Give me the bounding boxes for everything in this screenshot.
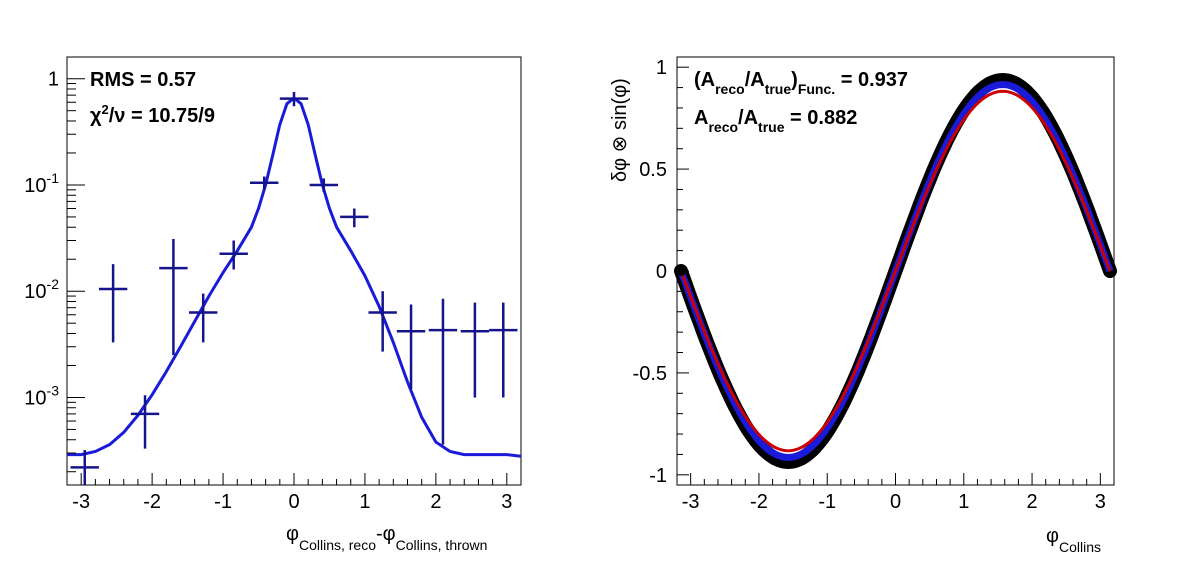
ann2-a: A [694, 107, 708, 129]
right-y-tick-label: 0.5 [639, 159, 667, 181]
left-data-point [70, 450, 99, 485]
left-y-tick-base: 10 [24, 281, 46, 303]
left-y-tick-exp: -3 [47, 382, 60, 398]
ann1-sub2: true [765, 81, 792, 97]
left-y-tick-label: 10-3 [24, 382, 59, 409]
left-data-point [340, 208, 369, 228]
ann1-open: (A [694, 69, 715, 91]
left-y-tick-base: 10 [24, 175, 46, 197]
right-x-axis-label: φCollins [1046, 525, 1101, 555]
left-y-tick-label: 10-1 [24, 170, 59, 197]
left-y-tick-exp: -1 [47, 170, 60, 186]
ann2-mid: /A [738, 107, 758, 129]
left-data-point [279, 91, 309, 107]
chi2-annotation: χ2/ν = 10.75/9 [90, 102, 215, 127]
right-x-tick-label: 3 [1095, 491, 1106, 513]
left-data-point [460, 302, 490, 398]
left-data-point [309, 178, 338, 192]
left-y-tick-exp: -2 [47, 276, 60, 292]
left-x-tick-label: 2 [430, 491, 441, 513]
left-data-point [189, 293, 218, 343]
left-x-tick-label: 3 [501, 491, 512, 513]
left-x-tick-label: -3 [72, 491, 90, 513]
right-curves-group [674, 72, 1117, 470]
right-x-tick-label: 2 [1027, 491, 1038, 513]
right-y-tick-label: -0.5 [633, 363, 667, 385]
right-y-axis: -1 -0.5 0 0.5 1 [633, 57, 689, 487]
ratio-annotation: Areco/Atrue = 0.882 [694, 107, 857, 135]
ratio-func-annotation: (Areco/Atrue)Func. = 0.937 [694, 69, 908, 97]
ann2-value: = 0.882 [784, 107, 857, 129]
left-xlabel-phi: φ [286, 523, 299, 545]
ann2-sub2: true [758, 119, 785, 135]
right-y-tick-label: 1 [656, 57, 667, 79]
left-x-axis-label: φCollins, reco-φCollins, thrown [286, 523, 487, 553]
left-x-tick-label: 0 [288, 491, 299, 513]
ann1-value: = 0.937 [835, 69, 908, 91]
right-y-axis-label: δφ ⊗ sin(φ) [609, 78, 631, 182]
ann1-sub1: reco [715, 81, 745, 97]
left-y-tick-label: 10-2 [24, 276, 59, 303]
right-panel: -3 -2 -1 0 1 2 3 -1-0.500.51 (Areco/Atrue)Func… [609, 56, 1117, 555]
left-data-point [219, 240, 248, 270]
left-x-tick-label: 1 [359, 491, 370, 513]
left-data-point [396, 304, 426, 390]
left-x-tick-label: -2 [143, 491, 161, 513]
left-data-point [159, 238, 188, 356]
left-xlabel-mid: -φ [376, 523, 396, 545]
chi-exponent: 2 [102, 102, 109, 117]
right-x-tick-label: -3 [682, 491, 700, 513]
right-x-tick-label: 0 [890, 491, 901, 513]
chi-rest: /ν = 10.75/9 [109, 105, 215, 127]
left-y-tick-label: 1 [48, 69, 59, 91]
left-xlabel-sub2: Collins, thrown [396, 537, 488, 553]
left-y-axis: 110-110-210-3 [24, 69, 85, 473]
right-xlabel-sub: Collins [1059, 539, 1101, 555]
left-data-point [250, 176, 279, 190]
left-xlabel-sub1: Collins, reco [299, 537, 376, 553]
right-x-tick-label: -1 [818, 491, 836, 513]
ann1-sub3: Func. [798, 81, 835, 97]
ann2-sub1: reco [708, 119, 738, 135]
left-x-tick-label: -1 [214, 491, 232, 513]
right-x-axis: -3 -2 -1 0 1 2 3 [676, 473, 1115, 513]
right-y-tick-label: -1 [649, 465, 667, 487]
ann1-close: ) [791, 69, 798, 91]
right-series-red [679, 89, 1112, 453]
rms-annotation: RMS = 0.57 [90, 69, 196, 91]
chi-symbol: χ [90, 105, 102, 127]
right-y-tick-label: 0 [656, 261, 667, 283]
right-x-tick-label: -2 [750, 491, 768, 513]
ann1-mid: /A [745, 69, 765, 91]
left-data-point [98, 264, 128, 343]
left-x-axis: -3 -2 -1 0 1 2 3 [66, 473, 522, 513]
left-data-point [489, 302, 518, 398]
left-y-tick-base: 10 [24, 387, 46, 409]
left-data-point [428, 298, 458, 445]
right-x-tick-label: 1 [958, 491, 969, 513]
left-points-group [70, 91, 518, 485]
left-panel: -3 -2 -1 0 1 2 3 110-110-210-3 RMS = 0.57 χ2/ν… [24, 56, 522, 553]
left-data-point [368, 291, 397, 352]
right-xlabel-phi: φ [1046, 525, 1059, 547]
left-data-point [130, 395, 160, 449]
